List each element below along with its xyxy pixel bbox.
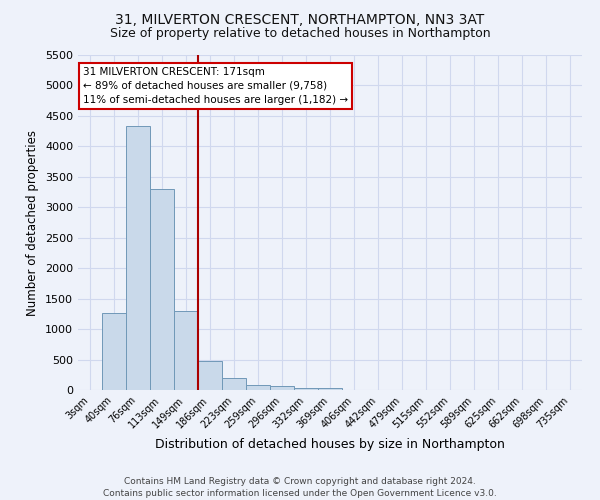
Text: Contains HM Land Registry data © Crown copyright and database right 2024.
Contai: Contains HM Land Registry data © Crown c… (103, 476, 497, 498)
Bar (222, 378, 246, 390)
Text: Size of property relative to detached houses in Northampton: Size of property relative to detached ho… (110, 28, 490, 40)
Y-axis label: Number of detached properties: Number of detached properties (26, 130, 40, 316)
X-axis label: Distribution of detached houses by size in Northampton: Distribution of detached houses by size … (155, 438, 505, 451)
Bar (174, 311, 198, 390)
Bar (150, 189, 174, 390)
Bar (102, 312, 126, 390)
Bar (198, 361, 222, 390)
Bar (294, 388, 318, 390)
Text: 31 MILVERTON CRESCENT: 171sqm
← 89% of detached houses are smaller (9,758)
11% o: 31 MILVERTON CRESCENT: 171sqm ← 89% of d… (83, 66, 348, 104)
Text: 31, MILVERTON CRESCENT, NORTHAMPTON, NN3 3AT: 31, MILVERTON CRESCENT, NORTHAMPTON, NN3… (115, 12, 485, 26)
Bar (270, 386, 294, 390)
Bar (126, 126, 150, 390)
Bar (318, 388, 342, 390)
Bar (246, 384, 270, 390)
